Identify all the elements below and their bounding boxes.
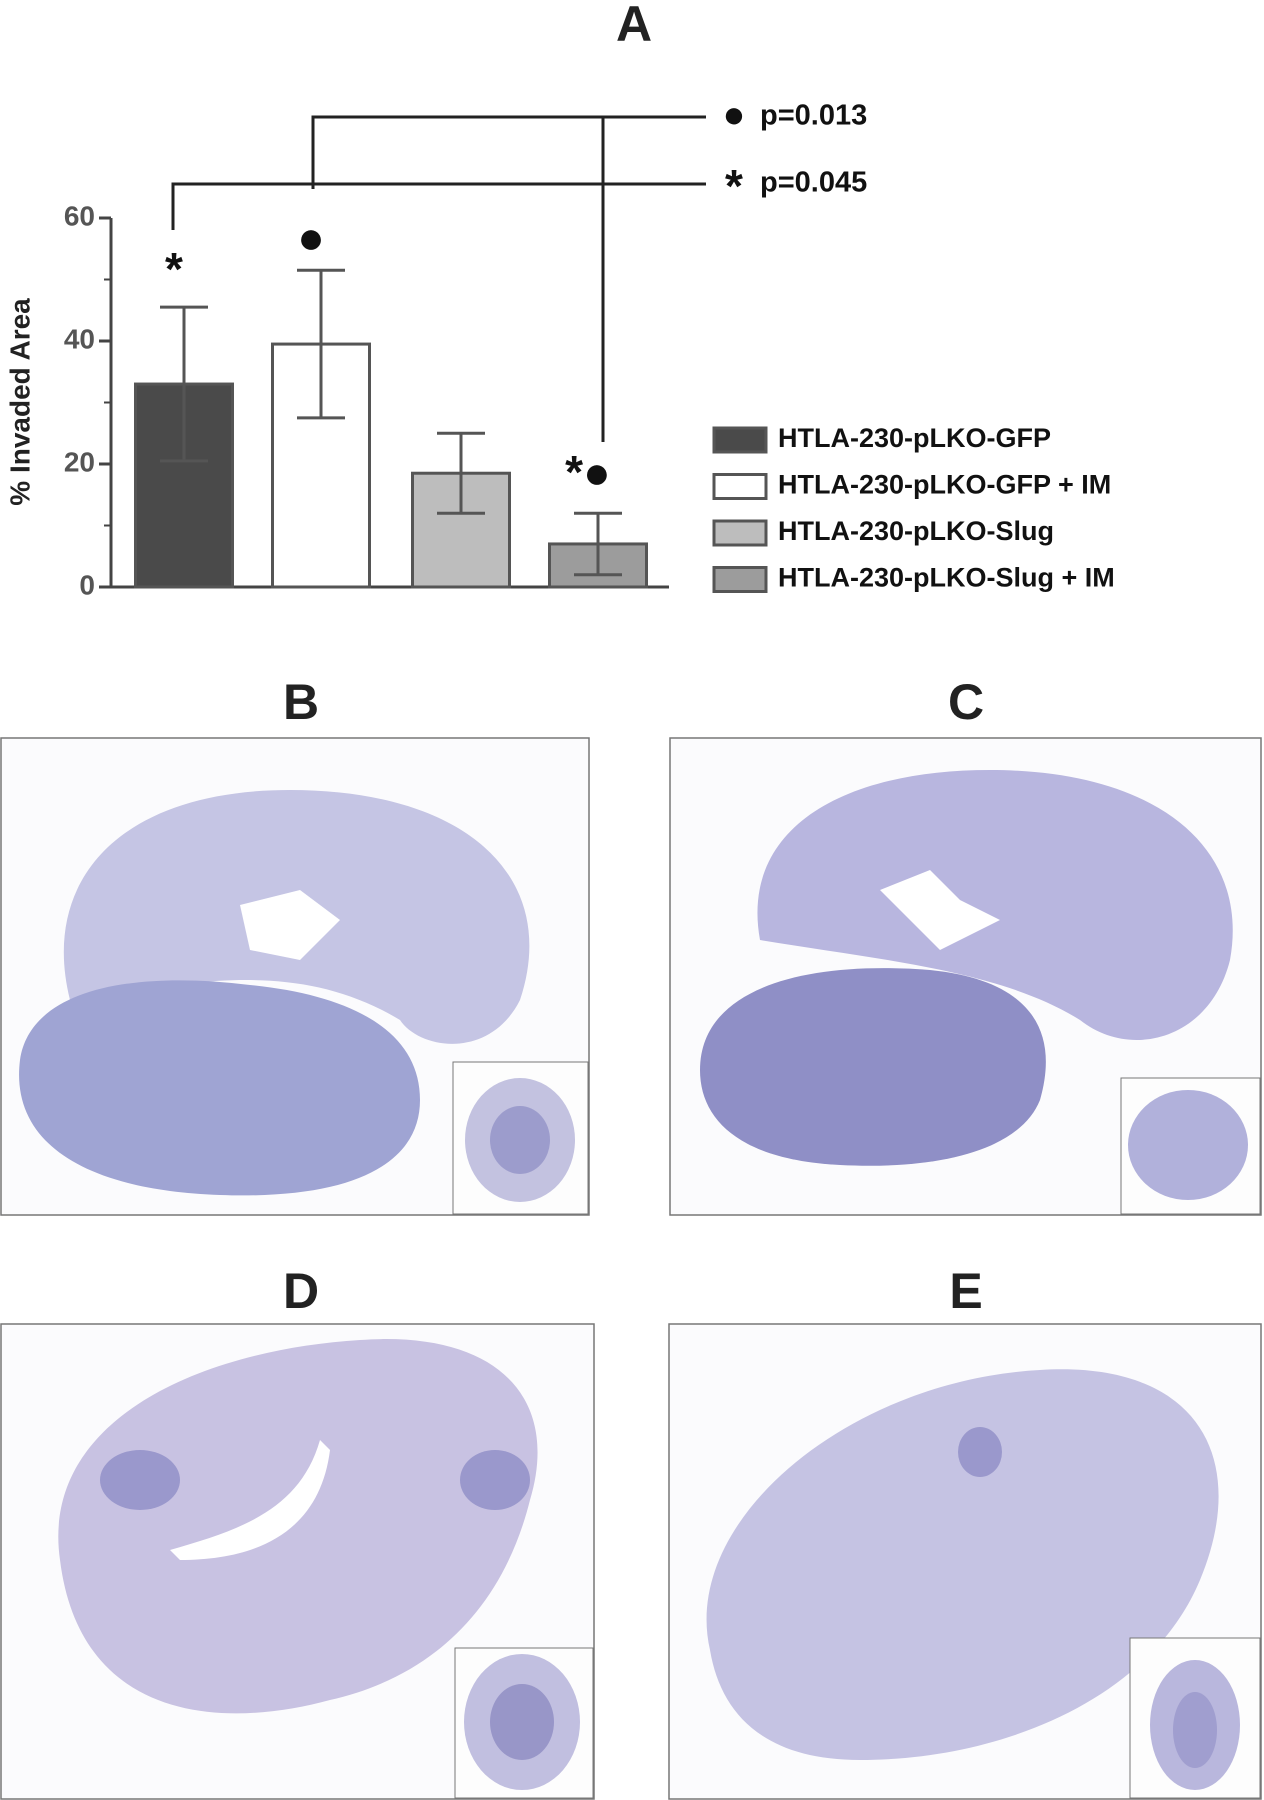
significance-marker: *: [165, 243, 183, 295]
panel-c: C: [669, 674, 1262, 1216]
legend-swatch: [712, 473, 768, 500]
chart-title: A: [616, 0, 652, 52]
panel-label: E: [949, 1263, 982, 1319]
y-axis-label: % Invaded Area: [4, 298, 35, 506]
y-tick-label: 20: [64, 446, 95, 477]
panel-label: C: [948, 674, 984, 730]
y-tick-label: 60: [64, 200, 95, 231]
significance-brackets: [171, 115, 706, 442]
legend-swatch: [712, 519, 768, 547]
panel-label: B: [283, 674, 319, 730]
panel-b: B: [0, 674, 590, 1216]
significance-marker: *●: [565, 446, 611, 498]
legend-swatch: [712, 426, 768, 454]
significance-label: p=0.045: [760, 167, 867, 199]
panel-label: D: [283, 1263, 319, 1319]
y-tick-label: 0: [79, 569, 95, 600]
significance-symbol: *: [725, 160, 743, 212]
legend-swatch: [712, 566, 768, 593]
significance-marker: ●: [297, 211, 325, 263]
legend-label: HTLA-230-pLKO-Slug + IM: [778, 563, 1115, 593]
significance-label: p=0.013: [760, 100, 867, 132]
y-tick-label: 40: [64, 323, 95, 354]
panel-d: D: [0, 1263, 595, 1800]
legend-label: HTLA-230-pLKO-Slug: [778, 516, 1054, 546]
legend-label: HTLA-230-pLKO-GFP + IM: [778, 470, 1111, 500]
significance-symbol: ●: [723, 94, 746, 136]
panel-e: E: [668, 1263, 1262, 1800]
legend-label: HTLA-230-pLKO-GFP: [778, 423, 1051, 453]
